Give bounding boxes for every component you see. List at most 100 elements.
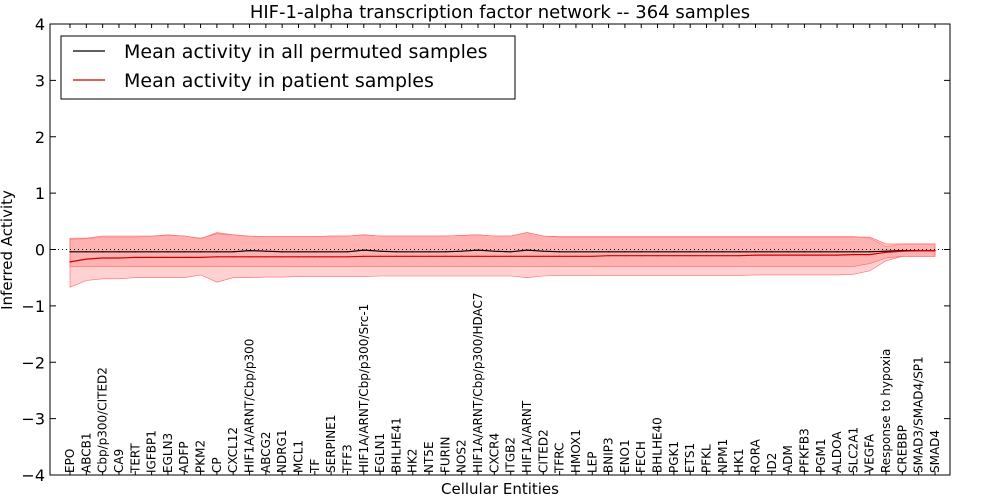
x-category-label: CP: [210, 457, 224, 473]
data-point: [820, 251, 822, 253]
data-point: [118, 251, 120, 253]
data-point: [575, 251, 577, 253]
data-point: [216, 256, 218, 258]
data-point: [85, 258, 87, 260]
x-category-label: VEGFA: [863, 433, 877, 473]
data-point: [167, 251, 169, 253]
x-category-label: EGLN1: [373, 433, 387, 473]
data-point: [183, 251, 185, 253]
x-category-label: Cbp/p300/CITED2: [96, 367, 110, 473]
data-point: [901, 250, 903, 252]
data-point: [232, 256, 234, 258]
x-category-label: NDRG1: [275, 430, 289, 474]
data-point: [183, 256, 185, 258]
series-line-permuted: [70, 249, 935, 253]
data-point: [167, 256, 169, 258]
x-category-label: ADFP: [177, 441, 191, 473]
x-category-label: PGM1: [814, 438, 828, 473]
x-category-label: ETS1: [683, 443, 697, 473]
x-category-label: EPO: [63, 449, 77, 473]
data-point: [591, 251, 593, 253]
chart-title: HIF-1-alpha transcription factor network…: [250, 2, 750, 23]
legend-label: Mean activity in all permuted samples: [124, 41, 487, 63]
y-axis-title: Inferred Activity: [0, 190, 16, 310]
data-point: [102, 251, 104, 253]
data-point: [297, 251, 300, 253]
data-point: [607, 251, 610, 253]
data-point: [787, 254, 789, 256]
x-category-label: HIF1A/ARNT: [520, 400, 534, 473]
data-point: [281, 256, 283, 258]
x-category-label: TFRC: [553, 443, 567, 474]
data-point: [510, 251, 512, 253]
data-point: [444, 255, 446, 257]
x-category-label: PFKL: [700, 444, 714, 473]
data-point: [526, 255, 528, 257]
data-point: [640, 251, 642, 253]
y-tick-label: 0: [35, 241, 45, 260]
x-category-label: TF: [308, 459, 322, 474]
x-category-label: BHLHE40: [651, 417, 665, 473]
data-point: [134, 256, 136, 258]
x-category-label: ALDOA: [830, 431, 844, 473]
y-tick-label: 1: [35, 184, 45, 203]
legend-label: Mean activity in patient samples: [124, 70, 434, 92]
x-category-label: PFKFB3: [797, 428, 811, 473]
y-tick-label: −4: [21, 466, 45, 485]
data-point: [85, 251, 87, 253]
x-axis: EPO ABCB1 Cbp/p300/CITED2 CA9 TERT IGFBP1 EGLN…: [63, 24, 942, 475]
data-point: [151, 256, 153, 258]
data-point: [722, 255, 724, 257]
data-point: [771, 251, 773, 253]
data-point: [248, 256, 251, 258]
data-point: [656, 255, 659, 257]
data-point: [232, 251, 234, 253]
y-tick-label: 3: [35, 71, 45, 90]
data-point: [118, 257, 120, 259]
data-point: [738, 251, 740, 253]
x-category-label: NPM1: [716, 439, 730, 473]
data-point: [885, 250, 887, 252]
x-category-label: Response to hypoxia: [879, 349, 893, 473]
x-category-label: MCL1: [292, 440, 306, 473]
data-point: [477, 249, 479, 251]
data-point: [330, 251, 332, 253]
data-point: [395, 255, 398, 257]
data-point: [363, 249, 365, 251]
x-category-label: SERPINE1: [324, 414, 338, 473]
data-point: [510, 255, 512, 257]
data-point: [591, 255, 593, 257]
data-point: [820, 254, 822, 256]
x-category-label: ID2: [765, 453, 779, 473]
data-point: [477, 255, 479, 257]
data-point: [869, 253, 871, 256]
x-category-label: BNIP3: [602, 437, 616, 473]
x-category-label: CITED2: [536, 429, 550, 473]
data-point: [738, 255, 740, 257]
data-point: [689, 255, 691, 257]
data-point: [346, 251, 349, 253]
data-point: [542, 250, 544, 252]
data-point: [722, 251, 724, 253]
data-point: [836, 251, 838, 253]
y-tick-label: −1: [21, 297, 45, 316]
legend: Mean activity in all permuted samples Mea…: [60, 35, 516, 100]
data-point: [69, 251, 71, 253]
x-category-label: CA9: [112, 449, 126, 473]
data-point: [493, 250, 495, 252]
data-point: [297, 256, 300, 258]
data-point: [559, 255, 561, 257]
data-point: [265, 250, 267, 252]
data-point: [134, 251, 136, 253]
data-point: [803, 251, 806, 253]
data-point: [444, 251, 446, 253]
data-point: [771, 254, 773, 256]
x-category-label: RORA: [749, 438, 763, 473]
data-point: [412, 255, 414, 257]
y-axis: −4 −3 −2 −1 0 1 2 3 4: [21, 15, 950, 485]
x-axis-title: Cellular Entities: [441, 480, 559, 498]
data-point: [869, 251, 871, 253]
x-category-label: HIF1A/ARNT/Cbp/p300: [243, 339, 257, 473]
x-category-label: TERT: [128, 443, 142, 474]
